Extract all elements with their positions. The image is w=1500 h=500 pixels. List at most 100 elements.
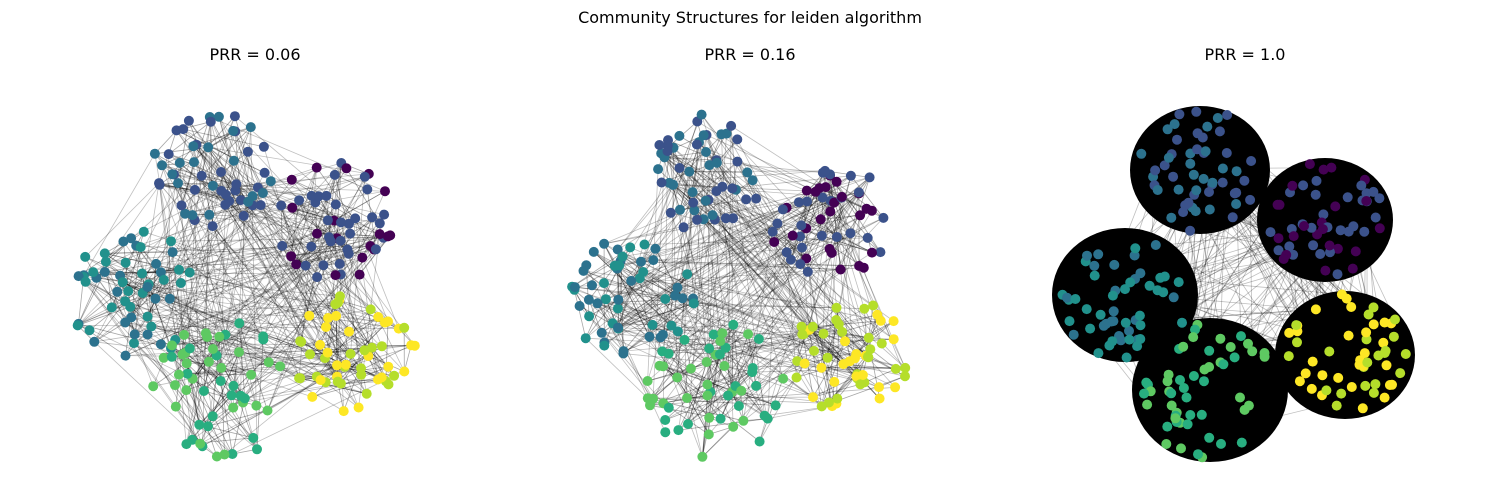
- network-node: [315, 375, 326, 385]
- network-node: [1093, 348, 1104, 359]
- network-node: [204, 209, 215, 220]
- network-node: [796, 321, 807, 332]
- network-node: [173, 369, 184, 380]
- network-node: [1218, 359, 1229, 370]
- network-node: [300, 260, 311, 271]
- network-node: [644, 331, 655, 342]
- network-node: [322, 215, 333, 226]
- network-node: [125, 301, 136, 312]
- network-node: [660, 415, 671, 425]
- network-node: [318, 260, 329, 271]
- network-node: [888, 316, 899, 327]
- network-node: [715, 413, 726, 424]
- network-node: [639, 239, 650, 250]
- network-node: [1310, 189, 1321, 200]
- network-node: [174, 264, 184, 275]
- network-node: [660, 294, 671, 304]
- network-node: [723, 390, 734, 401]
- network-node: [181, 439, 192, 450]
- network-node: [1183, 197, 1194, 208]
- network-node: [1178, 383, 1189, 393]
- network-node: [1204, 362, 1215, 372]
- network-node: [719, 361, 730, 371]
- network-node: [702, 379, 713, 390]
- network-node: [1172, 134, 1182, 145]
- network-node: [770, 400, 781, 411]
- network-node: [275, 361, 286, 372]
- network-node: [1166, 212, 1177, 223]
- network-node: [207, 221, 218, 232]
- network-node: [732, 134, 743, 145]
- network-node: [228, 125, 239, 136]
- network-node: [868, 300, 879, 311]
- network-node: [365, 304, 376, 315]
- network-node: [383, 361, 394, 372]
- network-node: [867, 247, 877, 258]
- network-node: [1317, 224, 1328, 235]
- network-node: [1368, 302, 1379, 313]
- network-node: [857, 370, 868, 380]
- network-node: [802, 266, 813, 277]
- network-node: [753, 334, 764, 344]
- network-node: [198, 386, 209, 396]
- network-node: [1177, 317, 1187, 328]
- network-node: [809, 345, 819, 356]
- network-node: [149, 148, 160, 159]
- network-node: [657, 346, 668, 357]
- network-node: [170, 380, 180, 391]
- network-node: [816, 362, 827, 373]
- network-node: [251, 400, 262, 411]
- network-node: [164, 293, 175, 304]
- network-node: [1109, 259, 1120, 270]
- network-node: [1221, 148, 1232, 158]
- network-node: [820, 182, 831, 193]
- network-node: [791, 372, 802, 383]
- network-node: [166, 236, 176, 247]
- network-node: [1163, 152, 1174, 163]
- network-node: [715, 336, 726, 347]
- network-node: [126, 312, 137, 323]
- network-node: [613, 294, 624, 305]
- network-node: [1336, 289, 1347, 300]
- network-node: [600, 294, 611, 305]
- network-node: [1330, 201, 1341, 212]
- network-node: [569, 282, 580, 293]
- network-node: [1318, 164, 1329, 175]
- network-node: [1359, 348, 1370, 359]
- network-node: [1217, 177, 1228, 188]
- network-node: [332, 360, 342, 371]
- network-node: [148, 381, 159, 392]
- network-node: [305, 349, 315, 360]
- panel-title-1: PRR = 0.06: [209, 45, 301, 64]
- network-node: [1236, 331, 1246, 342]
- network-node: [816, 401, 827, 412]
- network-node: [330, 270, 341, 281]
- network-node: [1107, 290, 1118, 301]
- network-node: [817, 192, 828, 203]
- network-node: [864, 172, 875, 183]
- network-node: [1317, 370, 1328, 381]
- network-node: [1217, 163, 1228, 174]
- network-node: [1142, 399, 1153, 410]
- network-node: [583, 294, 594, 305]
- network-node: [574, 301, 585, 311]
- network-node: [1124, 334, 1135, 345]
- network-node: [80, 276, 91, 287]
- network-node: [732, 156, 743, 167]
- network-node: [1225, 342, 1236, 352]
- network-node: [335, 378, 346, 389]
- network-node: [838, 359, 849, 370]
- network-node: [1196, 409, 1207, 420]
- network-node: [1152, 185, 1163, 195]
- network-node: [654, 140, 665, 150]
- network-node: [1272, 199, 1283, 210]
- network-node: [151, 258, 162, 269]
- network-node: [167, 247, 178, 258]
- network-node: [296, 336, 307, 347]
- network-node: [714, 349, 725, 360]
- network-node: [1139, 388, 1149, 399]
- network-node: [194, 419, 205, 430]
- network-node: [1243, 400, 1254, 411]
- network-node: [227, 449, 238, 459]
- network-node: [167, 340, 177, 351]
